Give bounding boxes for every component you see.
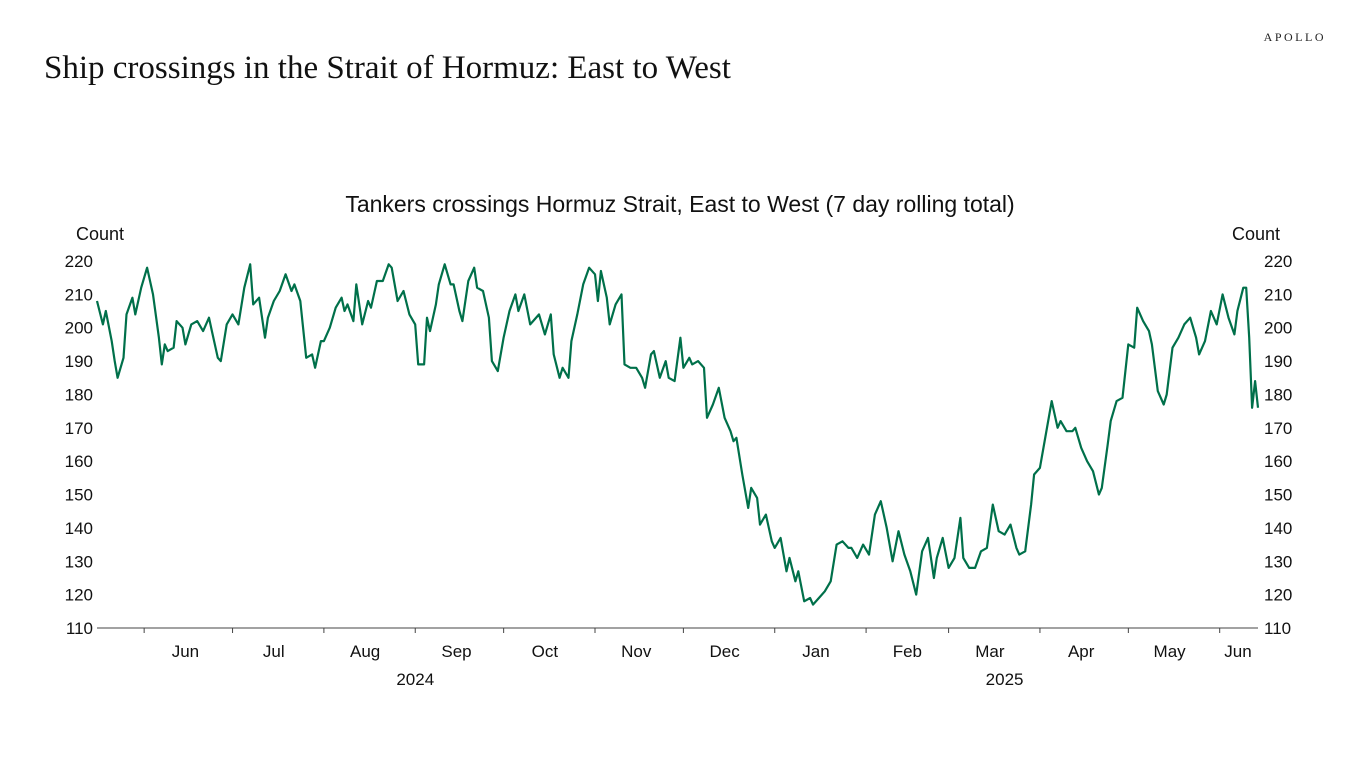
y-tick-label-right: 180 xyxy=(1264,385,1292,404)
y-tick-label-left: 130 xyxy=(65,552,93,571)
x-tick-label: Jun xyxy=(172,642,199,661)
x-tick-label: Feb xyxy=(893,642,922,661)
y-tick-label-right: 220 xyxy=(1264,252,1292,271)
y-axis-label-left: Count xyxy=(76,224,124,244)
y-tick-label-left: 140 xyxy=(65,519,93,538)
y-tick-label-right: 160 xyxy=(1264,452,1292,471)
y-tick-label-left: 180 xyxy=(65,385,93,404)
x-tick-label: Jul xyxy=(263,642,285,661)
x-tick-label: Nov xyxy=(621,642,652,661)
y-tick-label-left: 210 xyxy=(65,285,93,304)
x-tick-label: Mar xyxy=(975,642,1005,661)
series-line xyxy=(95,263,1260,606)
x-tick-label: May xyxy=(1154,642,1187,661)
x-year-label: 2024 xyxy=(396,670,434,689)
y-tick-label-right: 120 xyxy=(1264,586,1292,605)
y-tick-label-right: 170 xyxy=(1264,419,1292,438)
y-tick-label-right: 110 xyxy=(1264,619,1291,638)
y-tick-label-left: 190 xyxy=(65,352,93,371)
y-tick-label-right: 130 xyxy=(1264,552,1292,571)
y-tick-label-right: 140 xyxy=(1264,519,1292,538)
y-axis-label-right: Count xyxy=(1232,224,1280,244)
y-tick-label-left: 150 xyxy=(65,486,93,505)
plot-area xyxy=(95,263,1260,606)
slide-title: Ship crossings in the Strait of Hormuz: … xyxy=(44,50,731,86)
y-tick-label-left: 160 xyxy=(65,452,93,471)
y-axis-left: 110 120 130 140 150 160 170 180 190 200 210 220 xyxy=(65,252,93,638)
y-tick-label-right: 190 xyxy=(1264,352,1292,371)
y-tick-label-right: 150 xyxy=(1264,486,1292,505)
y-tick-label-left: 200 xyxy=(65,319,93,338)
y-tick-label-left: 220 xyxy=(65,252,93,271)
x-tick-label: Jan xyxy=(802,642,829,661)
y-tick-label-left: 120 xyxy=(65,586,93,605)
x-year-label: 2025 xyxy=(986,670,1024,689)
x-tick-label: Jun xyxy=(1224,642,1251,661)
y-tick-label-left: 110 xyxy=(66,619,93,638)
x-axis: Jun Jul Aug Sep Oct Nov Dec Jan Feb Mar Apr May Jun 2… xyxy=(143,628,1252,689)
apollo-logo: APOLLO xyxy=(1263,30,1326,44)
x-tick-label: Aug xyxy=(350,642,380,661)
y-tick-label-left: 170 xyxy=(65,419,93,438)
x-tick-label: Oct xyxy=(532,642,559,661)
x-tick-label: Sep xyxy=(441,642,471,661)
y-tick-label-right: 200 xyxy=(1264,319,1292,338)
y-axis-right: 110 120 130 140 150 160 170 180 190 200 210 220 xyxy=(1264,252,1292,638)
x-tick-label: Apr xyxy=(1068,642,1095,661)
x-tick-label: Dec xyxy=(710,642,741,661)
y-tick-label-right: 210 xyxy=(1264,285,1292,304)
chart-title: Tankers crossings Hormuz Strait, East to… xyxy=(345,191,1014,217)
